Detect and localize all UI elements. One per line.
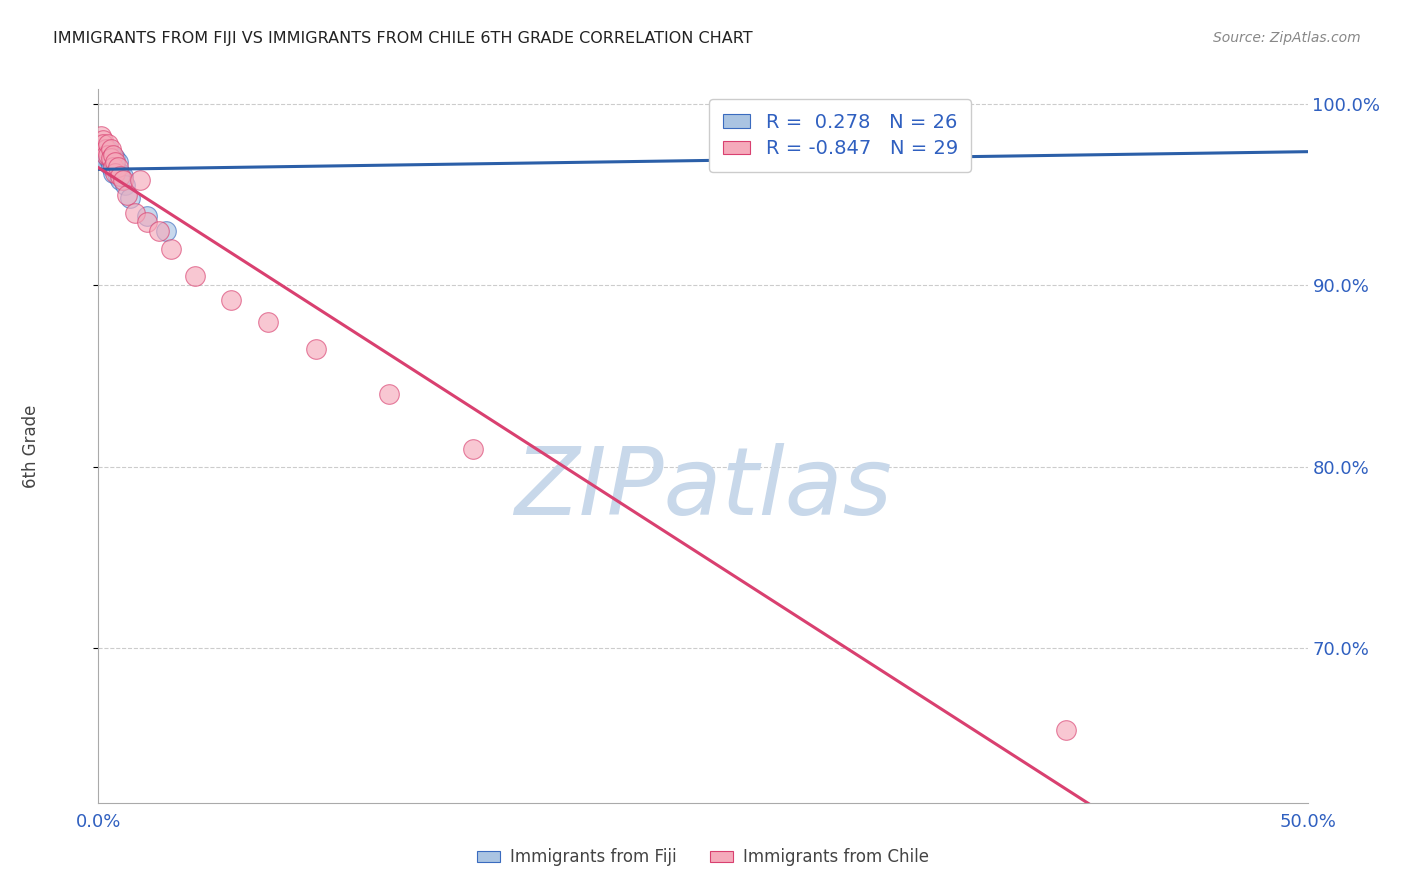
Point	[97, 142, 120, 156]
Point	[100, 154, 122, 169]
Point	[94, 147, 117, 161]
Point	[124, 205, 146, 219]
Point	[91, 151, 114, 165]
Point	[160, 242, 183, 256]
Point	[148, 224, 170, 238]
Legend: Immigrants from Fiji, Immigrants from Chile: Immigrants from Fiji, Immigrants from Ch…	[470, 842, 936, 873]
Point	[305, 342, 328, 356]
Point	[90, 147, 112, 161]
Point	[94, 142, 117, 156]
Point	[97, 147, 120, 161]
Point	[107, 161, 129, 175]
Point	[377, 387, 399, 401]
Point	[108, 166, 131, 180]
Point	[135, 209, 157, 223]
Point	[108, 173, 131, 187]
Point	[155, 224, 177, 238]
Point	[97, 136, 120, 151]
Point	[104, 151, 127, 165]
Point	[1054, 723, 1077, 738]
Text: IMMIGRANTS FROM FIJI VS IMMIGRANTS FROM CHILE 6TH GRADE CORRELATION CHART: IMMIGRANTS FROM FIJI VS IMMIGRANTS FROM …	[53, 31, 754, 46]
Point	[101, 161, 124, 175]
Point	[463, 442, 485, 456]
Text: ZIPatlas: ZIPatlas	[515, 443, 891, 534]
Point	[100, 142, 122, 156]
Point	[100, 151, 122, 165]
Point	[101, 156, 124, 170]
Point	[97, 151, 120, 165]
Text: Source: ZipAtlas.com: Source: ZipAtlas.com	[1213, 31, 1361, 45]
Point	[94, 147, 117, 161]
Point	[104, 166, 127, 180]
Point	[91, 136, 114, 151]
Point	[135, 215, 157, 229]
Point	[256, 315, 278, 329]
Point	[118, 191, 141, 205]
Point	[114, 178, 136, 193]
Point	[111, 173, 134, 187]
Point	[860, 142, 883, 156]
Point	[104, 154, 127, 169]
Point	[101, 166, 124, 180]
Point	[107, 154, 129, 169]
Point	[90, 129, 112, 144]
Point	[107, 169, 129, 184]
Point	[184, 269, 207, 284]
Text: 6th Grade: 6th Grade	[22, 404, 39, 488]
Legend: R =  0.278   N = 26, R = -0.847   N = 29: R = 0.278 N = 26, R = -0.847 N = 29	[709, 99, 972, 172]
Point	[128, 173, 150, 187]
Point	[108, 169, 131, 184]
Point	[111, 169, 134, 184]
Point	[117, 187, 139, 202]
Point	[94, 154, 117, 169]
Point	[94, 142, 117, 156]
Point	[91, 133, 114, 147]
Point	[104, 161, 127, 175]
Point	[100, 161, 122, 175]
Point	[101, 147, 124, 161]
Point	[101, 151, 124, 165]
Point	[91, 142, 114, 156]
Point	[221, 293, 243, 307]
Point	[100, 147, 122, 161]
